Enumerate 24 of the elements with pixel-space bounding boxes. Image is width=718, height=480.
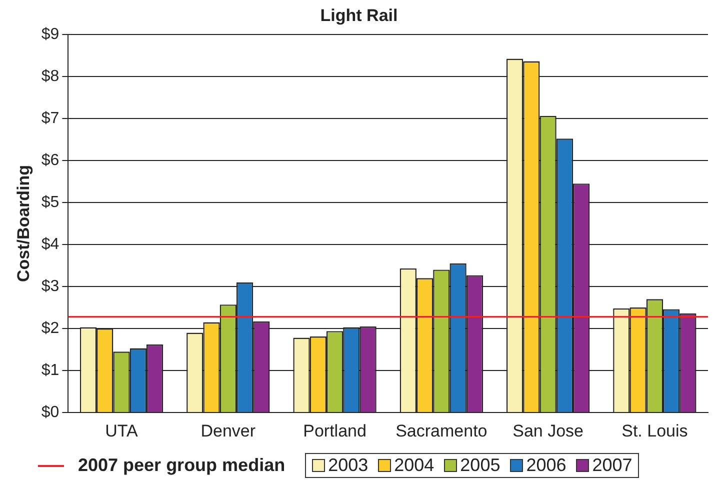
y-tick-label: $9 (41, 26, 60, 43)
x-tick-label: Portland (303, 421, 366, 440)
legend-label: 2006 (526, 455, 566, 476)
chart-title: Light Rail (320, 6, 398, 25)
y-tick-label: $7 (41, 110, 60, 127)
legend-label: 2004 (394, 455, 434, 476)
x-tick-label: UTA (105, 421, 139, 440)
x-tick-label: St. Louis (622, 421, 688, 440)
y-axis-title: Cost/Boarding (14, 164, 33, 282)
y-tick-label: $5 (41, 194, 60, 211)
y-tick-label: $1 (41, 362, 60, 379)
y-tick-label: $2 (41, 320, 60, 337)
legend-label: 2003 (328, 455, 368, 476)
x-tick-label: San Jose (512, 421, 584, 440)
x-tick-label: Denver (200, 421, 256, 440)
y-tick-label: $8 (41, 68, 60, 85)
legend-label: 2007 peer group median (78, 455, 286, 476)
y-tick-label: $4 (41, 236, 60, 253)
y-tick-label: $0 (41, 404, 60, 422)
legend-label: 2007 (592, 455, 632, 476)
y-tick-label: $3 (41, 278, 60, 295)
y-tick-label: $6 (41, 152, 60, 169)
legend-label: 2005 (460, 455, 500, 476)
x-tick-label: Sacramento (396, 421, 488, 440)
